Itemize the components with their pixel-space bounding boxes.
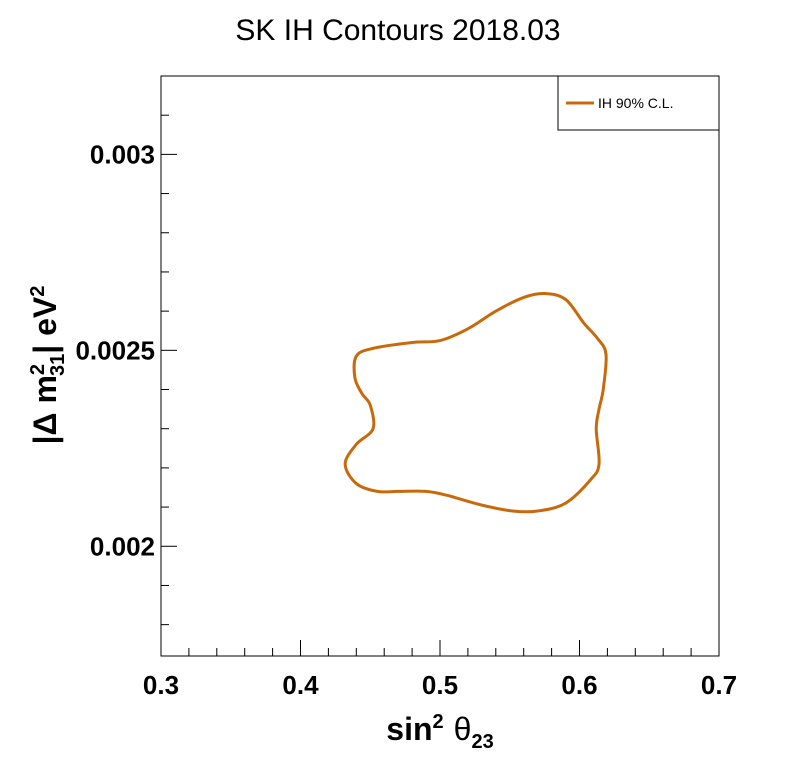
chart-title: SK IH Contours 2018.03 [235, 14, 560, 47]
y-tick-label: 0.002 [90, 531, 155, 561]
legend-label: IH 90% C.L. [598, 95, 673, 111]
y-tick-label: 0.003 [90, 139, 155, 169]
x-axis-ticks: 0.3 0.4 0.5 0.6 0.7 [143, 640, 737, 700]
x-tick-label: 0.3 [143, 670, 179, 700]
y-tick-label: 0.0025 [75, 335, 155, 365]
y-axis-ticks: 0.002 0.0025 0.003 [75, 75, 177, 626]
plot-frame [160, 75, 720, 657]
x-tick-label: 0.5 [422, 670, 458, 700]
x-tick-label: 0.6 [561, 670, 597, 700]
x-axis-title: sin2 θ23 [386, 711, 493, 753]
contour-line-ih-90 [343, 291, 608, 514]
legend: IH 90% C.L. [557, 75, 720, 131]
x-tick-label: 0.4 [282, 670, 319, 700]
y-axis-title: |Δ m231| eV2 [27, 286, 69, 445]
x-tick-label: 0.7 [701, 670, 737, 700]
